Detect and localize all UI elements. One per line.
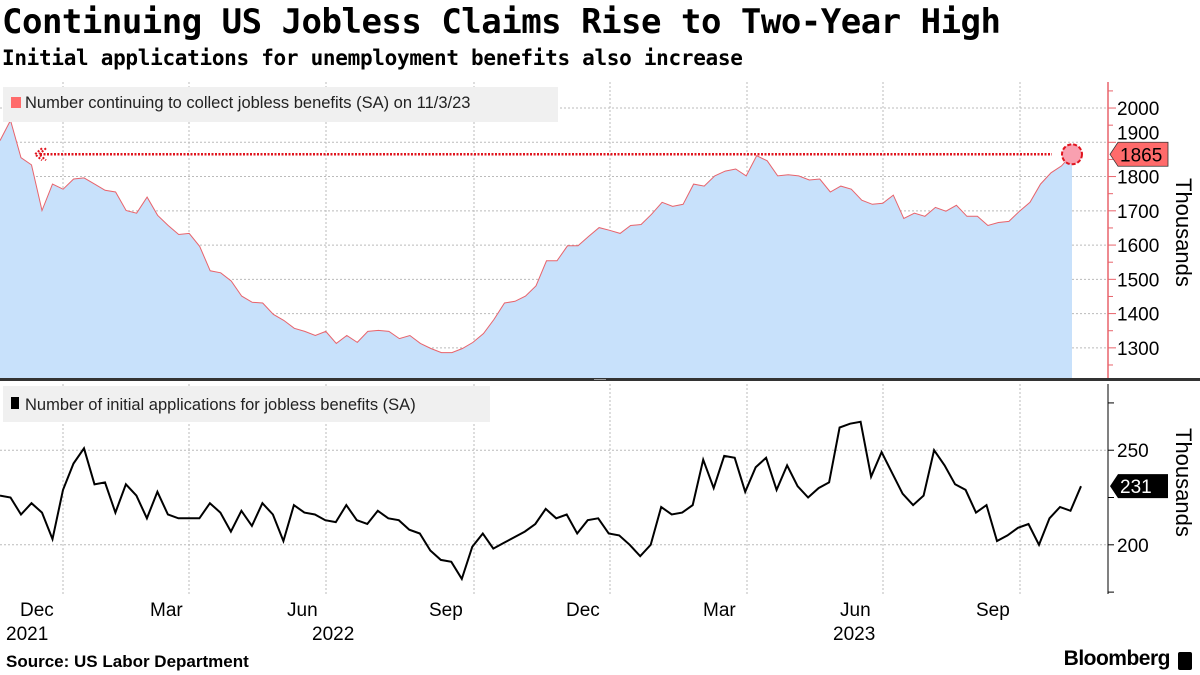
x-label-month: Dec bbox=[20, 600, 54, 621]
last-point-marker bbox=[1061, 143, 1083, 166]
continuing-claims-area bbox=[0, 120, 1072, 379]
last-value-label-bottom: 231 bbox=[1120, 477, 1152, 498]
x-label-month: Mar bbox=[150, 600, 183, 621]
y-tick-label: 1400 bbox=[1117, 305, 1159, 326]
last-value-label-top: 1865 bbox=[1120, 145, 1162, 166]
y-tick-label: 1500 bbox=[1117, 270, 1159, 291]
x-label-year: 2022 bbox=[312, 624, 354, 645]
y-tick-label: 2000 bbox=[1117, 99, 1159, 120]
x-axis-labels: Dec Mar Jun Sep Dec Mar Jun Sep 2021 202… bbox=[6, 600, 1010, 645]
x-label-year: 2023 bbox=[833, 624, 875, 645]
y-tick-label: 200 bbox=[1117, 536, 1149, 557]
bloomberg-logo-icon bbox=[1178, 652, 1192, 670]
top-y-axis-title: Thousands bbox=[1171, 178, 1196, 287]
bottom-y-ticks bbox=[1108, 402, 1114, 593]
x-label-month: Jun bbox=[840, 600, 871, 621]
chart-title: Continuing US Jobless Claims Rise to Two… bbox=[2, 2, 1001, 42]
top-legend-label: Number continuing to collect jobless ben… bbox=[25, 94, 470, 112]
x-label-month: Jun bbox=[287, 600, 318, 621]
top-y-tick-labels: 1300 1400 1500 1600 1700 1800 1900 2000 bbox=[1117, 99, 1159, 360]
bottom-legend-box bbox=[3, 386, 490, 422]
bottom-legend-swatch bbox=[11, 397, 19, 409]
bottom-y-axis-title: Thousands bbox=[1171, 428, 1196, 537]
x-label-year: 2021 bbox=[6, 624, 48, 645]
y-tick-label: 250 bbox=[1117, 441, 1149, 462]
y-tick-label: 1800 bbox=[1117, 168, 1159, 189]
x-label-month: Dec bbox=[566, 600, 600, 621]
bottom-y-tick-labels: 200 250 bbox=[1117, 441, 1149, 557]
divider-handle[interactable] bbox=[594, 379, 606, 380]
initial-claims-line bbox=[0, 420, 1082, 582]
reference-arrow-icon bbox=[33, 147, 47, 162]
chart-subtitle: Initial applications for unemployment be… bbox=[2, 46, 743, 70]
last-value-tag-top bbox=[1109, 141, 1169, 167]
x-label-month: Sep bbox=[976, 600, 1010, 621]
x-label-month: Mar bbox=[703, 600, 736, 621]
last-value-tag-bottom bbox=[1110, 474, 1168, 499]
y-tick-label: 1300 bbox=[1117, 339, 1159, 360]
bloomberg-logo: Bloomberg bbox=[1063, 647, 1171, 670]
y-tick-label: 1700 bbox=[1117, 202, 1159, 223]
y-tick-label: 1600 bbox=[1117, 236, 1159, 257]
source-note: Source: US Labor Department bbox=[6, 652, 249, 671]
y-tick-label: 1900 bbox=[1117, 123, 1159, 144]
continuing-claims-line bbox=[0, 119, 1073, 354]
x-label-month: Sep bbox=[429, 600, 463, 621]
bottom-legend-label: Number of initial applications for joble… bbox=[25, 396, 416, 414]
top-legend-swatch bbox=[11, 97, 21, 108]
top-legend-box bbox=[3, 87, 558, 122]
top-y-ticks bbox=[1108, 90, 1116, 366]
